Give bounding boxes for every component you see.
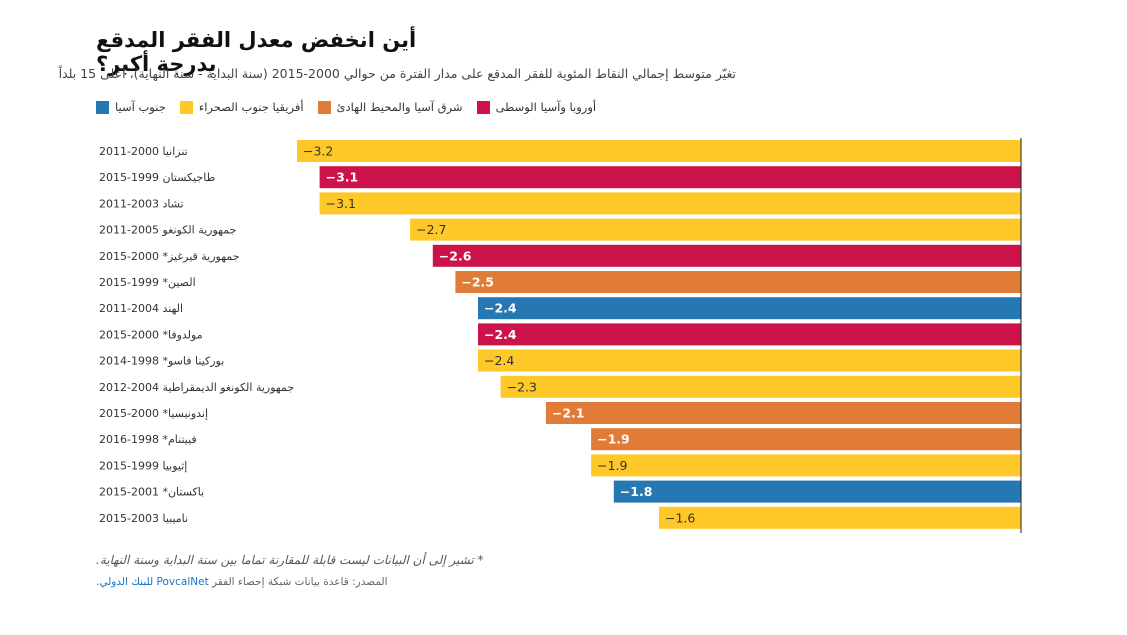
category-label: مولدوفا* 2000-2015 xyxy=(99,328,203,341)
legend-swatch xyxy=(476,100,490,114)
bar-chart: −3.2 تنزانيا 2000-2011 −3.1 طاجيكستان 1999-… xyxy=(99,138,1022,533)
category-label: جمهورية الكونغو 2005-2011 xyxy=(99,224,236,237)
bar-value-label: −3.1 xyxy=(326,170,359,185)
bar xyxy=(500,375,1022,398)
category-label: تشاد 2003-2011 xyxy=(99,197,184,210)
source-link[interactable]: PovcalNet xyxy=(156,576,209,588)
category-label: إثيوبيا 1999-2015 xyxy=(99,459,187,472)
category-label: إندونيسيا* 2000-2015 xyxy=(99,407,208,420)
bar xyxy=(613,480,1022,503)
legend-label: جنوب آسيا xyxy=(115,100,166,114)
category-label: الهند 2004-2011 xyxy=(99,302,183,315)
category-label: ناميبيا 2003-2015 xyxy=(99,512,188,525)
bar-value-label: −2.4 xyxy=(484,301,517,316)
bar-value-label: −2.5 xyxy=(461,275,494,290)
bar xyxy=(591,428,1021,451)
category-label: الصين* 1999-2015 xyxy=(99,276,196,289)
category-label: جمهورية الكونغو الديمقراطية 2004-2012 xyxy=(99,381,294,394)
source-suffix: للبنك الدولي. xyxy=(96,576,154,588)
bar xyxy=(319,166,1022,189)
chart-subtitle: تغيّر متوسط إجمالي النقاط المئوية للفقر … xyxy=(58,66,736,81)
bar-value-label: −2.4 xyxy=(484,353,514,368)
bar-value-label: −2.3 xyxy=(507,379,537,394)
legend: جنوب آسيا أفريقيا جنوب الصحراء شرق آسيا وا… xyxy=(96,98,596,116)
bar-value-label: −2.7 xyxy=(416,222,446,237)
category-label: فييتنام* 1998-2016 xyxy=(99,433,197,446)
bar-value-label: −2.4 xyxy=(484,327,517,342)
bar-value-label: −2.1 xyxy=(552,406,585,421)
bar xyxy=(591,454,1021,477)
category-label: باكستان* 2001-2015 xyxy=(99,486,204,499)
bar xyxy=(410,218,1022,241)
legend-label: أوروبا وآسيا الوسطى xyxy=(495,100,597,114)
bar-value-label: −3.1 xyxy=(326,196,356,211)
bar xyxy=(478,297,1021,320)
bar xyxy=(545,402,1021,424)
bar-value-label: −1.9 xyxy=(597,432,630,447)
source-note: المصدر: قاعدة بيانات شبكة إحصاء الفقر Po… xyxy=(96,576,388,588)
legend-item: جنوب آسيا xyxy=(96,100,166,114)
bar xyxy=(432,244,1022,267)
legend-item: أوروبا وآسيا الوسطى xyxy=(476,100,597,114)
bar xyxy=(455,271,1021,293)
bar xyxy=(297,140,1021,162)
category-label: تنزانيا 2000-2011 xyxy=(99,145,188,158)
category-label: بوركينا فاسو* 1998-2014 xyxy=(99,355,224,368)
source-prefix: المصدر: قاعدة بيانات شبكة إحصاء الفقر xyxy=(212,576,388,588)
bar-value-label: −1.6 xyxy=(665,510,695,525)
legend-swatch xyxy=(179,100,193,114)
bar xyxy=(478,349,1021,372)
legend-label: أفريقيا جنوب الصحراء xyxy=(198,100,304,114)
bar xyxy=(659,506,1021,529)
category-label: طاجيكستان 1999-2015 xyxy=(99,171,216,184)
legend-label: شرق آسيا والمحيط الهادئ xyxy=(336,100,463,114)
bar-value-label: −1.8 xyxy=(620,484,653,499)
bar-value-label: −1.9 xyxy=(597,458,627,473)
bar xyxy=(478,323,1021,346)
legend-swatch xyxy=(96,100,109,114)
legend-item: شرق آسيا والمحيط الهادئ xyxy=(317,100,463,114)
bar-value-label: −3.2 xyxy=(303,144,333,159)
legend-swatch xyxy=(317,100,331,114)
legend-item: أفريقيا جنوب الصحراء xyxy=(179,100,304,114)
bar xyxy=(319,192,1022,215)
bar-value-label: −2.6 xyxy=(439,248,472,263)
footnote: * تشير إلى أن البيانات ليست قابلة للمقار… xyxy=(96,553,484,567)
category-label: جمهورية قيرغيز* 2000-2015 xyxy=(99,250,239,263)
chart-title: أين انخفض معدل الفقر المدقع بدرجة أكبر؟ xyxy=(96,28,417,76)
